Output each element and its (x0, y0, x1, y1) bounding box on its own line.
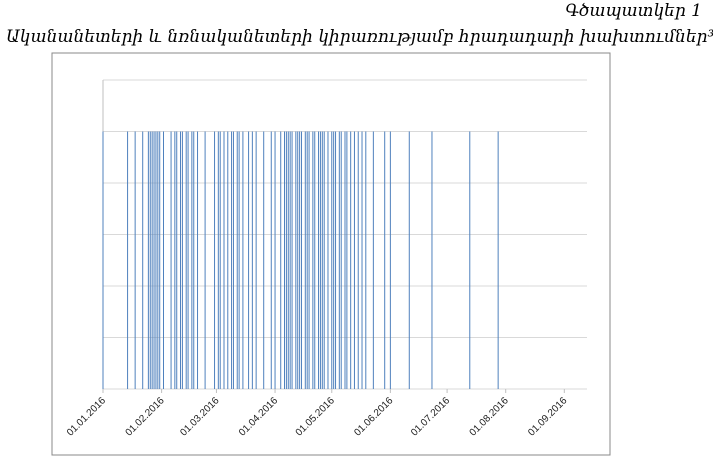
x-tick-label: 01.05.2016 (294, 395, 337, 438)
x-tick-label: 01.06.2016 (352, 395, 395, 438)
x-tick-label: 01.07.2016 (409, 395, 452, 438)
chart-title: Գծապատկեր 1 (565, 1, 702, 21)
chart-frame (51, 52, 611, 456)
x-tick-label: 01.08.2016 (468, 395, 511, 438)
x-tick-label: 01.02.2016 (124, 395, 167, 438)
chart-subtitle: Ականանետերի և նռնականետերի կիրառությամբ … (6, 27, 713, 47)
x-tick-label: 01.03.2016 (178, 395, 221, 438)
x-tick-label: 01.09.2016 (526, 395, 569, 438)
x-tick-label: 01.01.2016 (65, 395, 108, 438)
x-tick-label: 01.04.2016 (237, 395, 280, 438)
